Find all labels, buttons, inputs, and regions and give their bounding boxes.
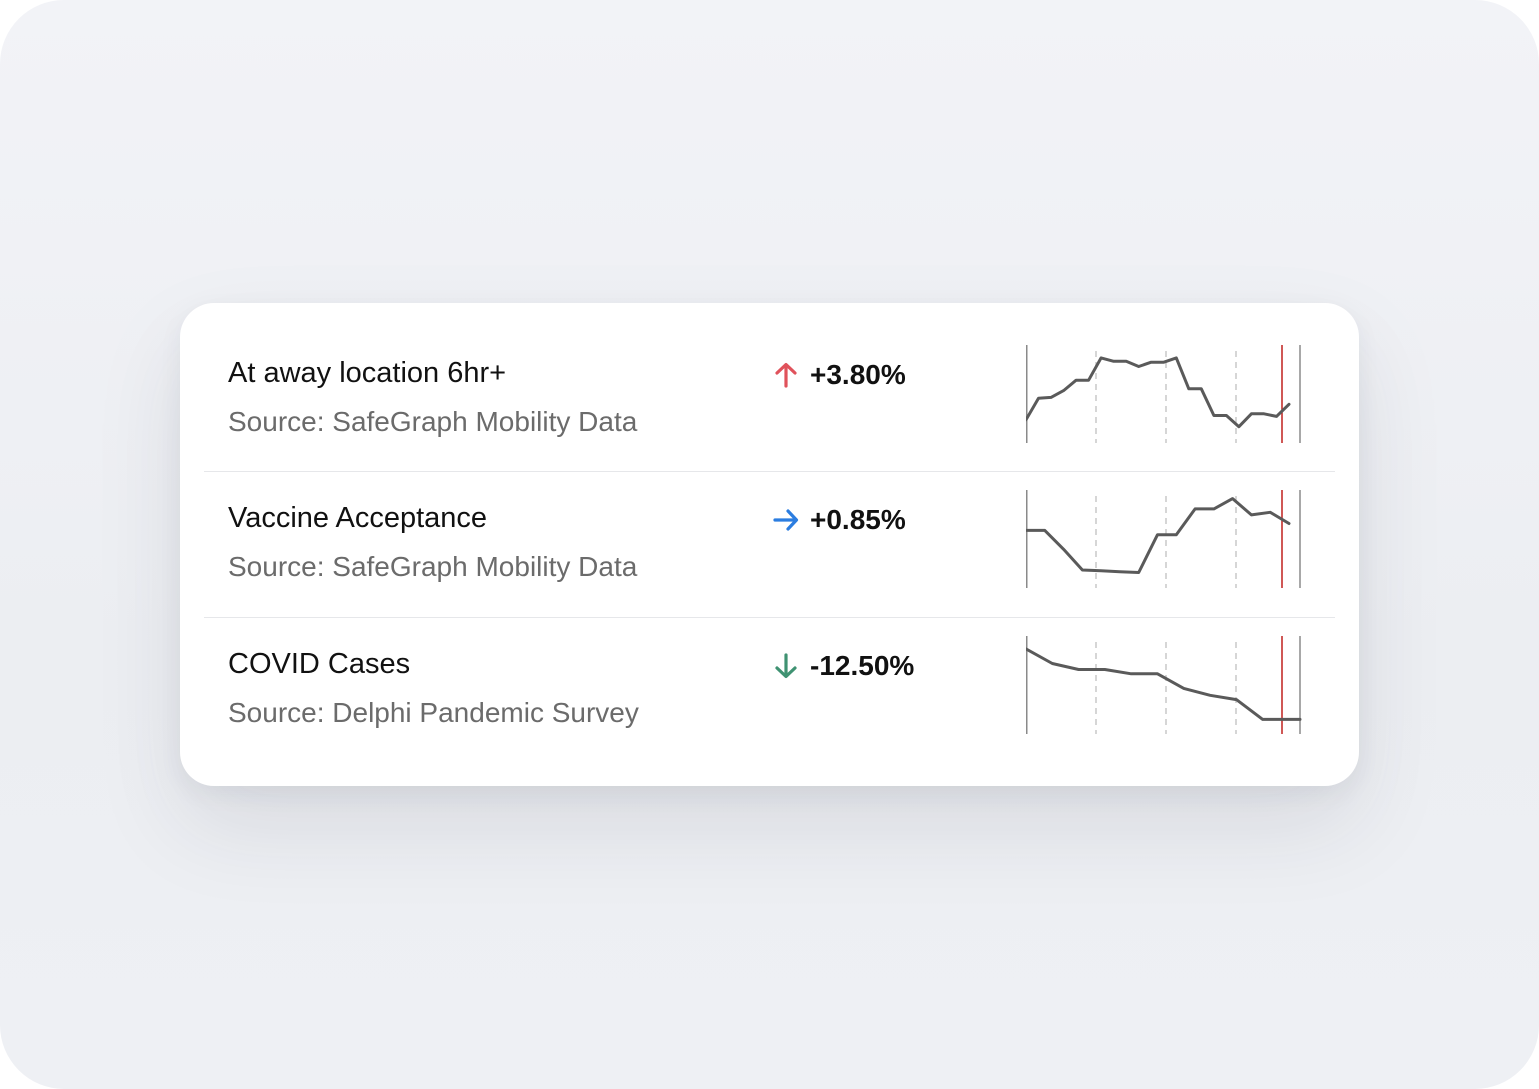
metric-source: Source: SafeGraph Mobility Data	[228, 406, 638, 437]
row-divider	[204, 471, 1335, 472]
metric-title: At away location 6hr+	[228, 357, 507, 389]
metric-row-vaccine-acceptance[interactable]: Vaccine Acceptance Source: SafeGraph Mob…	[204, 472, 1335, 617]
metric-source: Source: Delphi Pandemic Survey	[228, 697, 639, 728]
sparkline-chart	[1026, 636, 1302, 734]
arrow-right-icon	[773, 509, 799, 531]
arrow-up-icon	[775, 362, 797, 388]
metric-change-value: +3.80%	[810, 359, 906, 390]
row-divider	[204, 617, 1335, 618]
sparkline-series-line	[1026, 647, 1302, 721]
sparkline-chart	[1026, 490, 1301, 588]
metric-change-value: +0.85%	[810, 504, 906, 535]
sparkline-series-line	[1026, 356, 1291, 429]
metric-row-covid-cases[interactable]: COVID Cases Source: Delphi Pandemic Surv…	[204, 618, 1335, 763]
sparkline-series-line	[1026, 497, 1291, 574]
metric-source: Source: SafeGraph Mobility Data	[228, 551, 638, 582]
metric-row-away-location[interactable]: At away location 6hr+ Source: SafeGraph …	[204, 327, 1335, 472]
metrics-card: At away location 6hr+ Source: SafeGraph …	[180, 303, 1359, 786]
metric-title: Vaccine Acceptance	[228, 502, 488, 534]
arrow-down-icon	[775, 653, 797, 679]
metric-change: +3.80%	[772, 355, 906, 395]
metric-title: COVID Cases	[228, 648, 411, 680]
sparkline-chart	[1026, 345, 1301, 443]
metric-change: +0.85%	[772, 500, 906, 540]
metric-change-value: -12.50%	[810, 650, 915, 681]
metric-change: -12.50%	[772, 646, 914, 686]
